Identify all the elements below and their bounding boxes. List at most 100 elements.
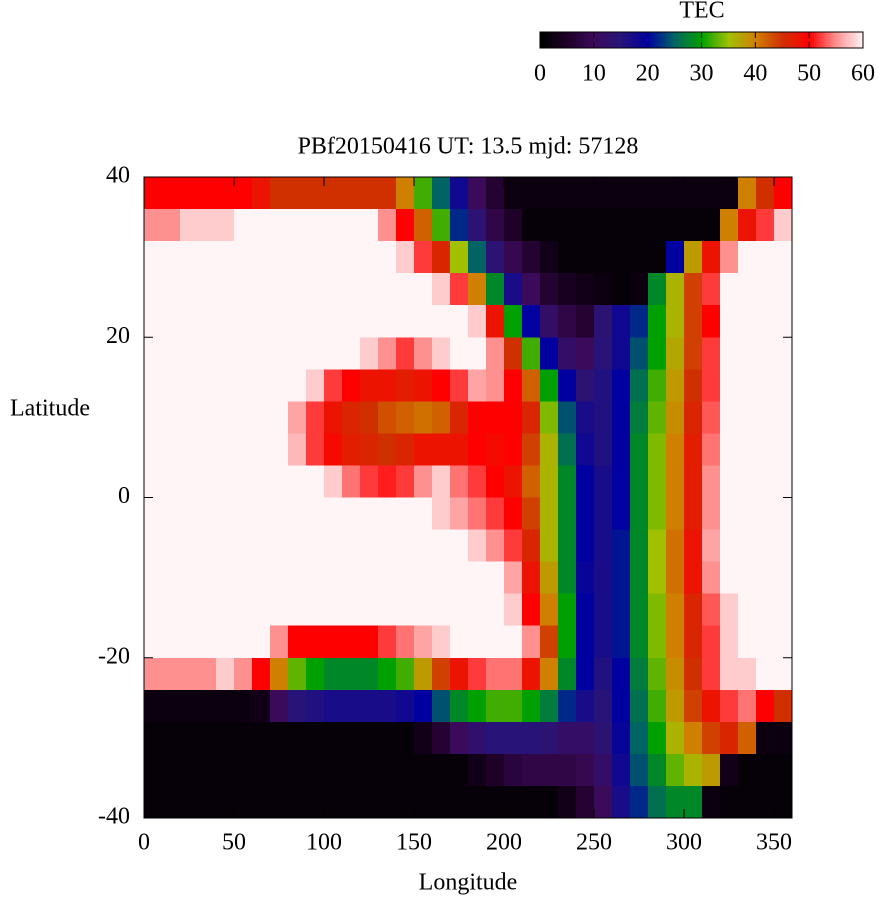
heatmap-cell [594, 561, 613, 595]
heatmap-cell [306, 177, 325, 210]
heatmap-cell [162, 561, 181, 595]
heatmap-cell [486, 497, 505, 531]
heatmap-cell [162, 177, 181, 210]
heatmap-cell [540, 369, 559, 402]
heatmap-cell [414, 785, 433, 819]
heatmap-cell [360, 689, 379, 723]
heatmap-cell [288, 273, 307, 306]
heatmap-cell [576, 369, 595, 402]
heatmap-cell [648, 561, 667, 595]
heatmap-cell [144, 433, 163, 466]
heatmap-cell [324, 497, 343, 531]
heatmap-cell [414, 561, 433, 595]
heatmap-cell [738, 401, 757, 434]
heatmap-cell [432, 433, 451, 466]
heatmap-cell [702, 689, 721, 723]
colorbar-tick-label: 40 [743, 61, 767, 87]
heatmap-cell [360, 785, 379, 819]
heatmap-cell [180, 785, 199, 819]
heatmap-cell [486, 305, 505, 338]
heatmap-cell [558, 177, 577, 210]
heatmap-cell [774, 529, 793, 563]
heatmap-cell [144, 497, 163, 531]
heatmap-cell [144, 625, 163, 659]
heatmap-cell [540, 657, 559, 691]
heatmap-cell [306, 433, 325, 466]
heatmap-cell [342, 657, 361, 691]
heatmap-cell [666, 241, 685, 274]
heatmap-cell [342, 209, 361, 242]
heatmap-cell [396, 625, 415, 659]
heatmap-cell [540, 753, 559, 787]
heatmap-cell [630, 401, 649, 434]
heatmap-cell [252, 561, 271, 595]
heatmap-cell [468, 657, 487, 691]
heatmap-cell [522, 401, 541, 434]
heatmap-cell [144, 593, 163, 627]
heatmap-cell [144, 465, 163, 498]
heatmap-cell [450, 465, 469, 498]
heatmap-cell [450, 721, 469, 755]
heatmap-cell [270, 657, 289, 691]
heatmap-cell [414, 305, 433, 338]
heatmap-cell [252, 753, 271, 787]
heatmap-cell [504, 401, 523, 434]
heatmap-cell [468, 785, 487, 819]
heatmap-cell [684, 337, 703, 370]
heatmap-cell [216, 593, 235, 627]
heatmap-cell [612, 625, 631, 659]
heatmap-cell [666, 689, 685, 723]
heatmap-cell [684, 401, 703, 434]
heatmap-cell [198, 753, 217, 787]
heatmap-cell [414, 753, 433, 787]
heatmap-cell [612, 721, 631, 755]
heatmap-cell [342, 305, 361, 338]
heatmap-cell [648, 593, 667, 627]
heatmap-cell [450, 561, 469, 595]
heatmap-cell [342, 721, 361, 755]
heatmap-cell [756, 721, 775, 755]
x-tick-label: 150 [396, 830, 432, 856]
heatmap-cell [378, 561, 397, 595]
heatmap-cell [180, 625, 199, 659]
heatmap-cell [522, 753, 541, 787]
heatmap-cell [234, 369, 253, 402]
heatmap-cell [594, 273, 613, 306]
heatmap-cell [414, 657, 433, 691]
heatmap-cell [702, 657, 721, 691]
heatmap-cell [450, 241, 469, 274]
heatmap-cell [540, 209, 559, 242]
heatmap-cell [756, 241, 775, 274]
heatmap-cell [486, 657, 505, 691]
heatmap-cell [648, 273, 667, 306]
heatmap-cell [774, 625, 793, 659]
heatmap-cell [342, 177, 361, 210]
heatmap-cell [198, 561, 217, 595]
heatmap-cell [666, 433, 685, 466]
heatmap-cell [486, 529, 505, 563]
heatmap-cell [774, 657, 793, 691]
heatmap-cell [486, 337, 505, 370]
heatmap-cell [684, 593, 703, 627]
heatmap-cell [576, 561, 595, 595]
heatmap-cell [576, 433, 595, 466]
heatmap-cell [144, 273, 163, 306]
heatmap-cell [234, 465, 253, 498]
heatmap-cell [252, 241, 271, 274]
heatmap-cell [252, 337, 271, 370]
heatmap-cell [684, 465, 703, 498]
heatmap-cell [702, 273, 721, 306]
heatmap-cell [774, 497, 793, 531]
heatmap-cell [612, 593, 631, 627]
heatmap-cell [216, 209, 235, 242]
heatmap-cell [162, 369, 181, 402]
heatmap-cell [198, 593, 217, 627]
heatmap-cell [324, 465, 343, 498]
heatmap-cell [144, 209, 163, 242]
heatmap-cell [396, 209, 415, 242]
heatmap-cell [558, 241, 577, 274]
heatmap-cell [594, 529, 613, 563]
heatmap-cell [396, 785, 415, 819]
heatmap-cell [216, 241, 235, 274]
heatmap-cell [522, 529, 541, 563]
